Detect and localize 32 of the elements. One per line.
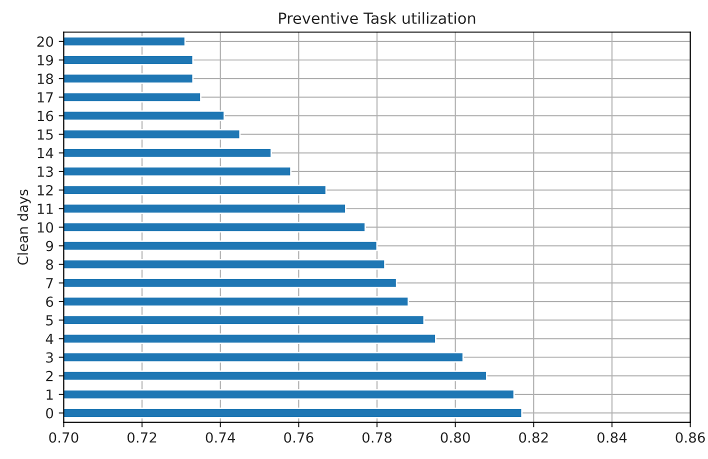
y-tick-label: 3	[46, 352, 53, 363]
y-tick-label: 18	[38, 74, 54, 84]
x-tick-label: 0.72	[127, 432, 156, 443]
y-tick-label: 7	[46, 278, 53, 288]
x-tick-label: 0.70	[49, 432, 78, 443]
y-tick-label: 9	[46, 240, 54, 252]
y-tick-label: 16	[38, 110, 54, 122]
y-tick-label: 14	[38, 148, 54, 158]
x-tick-label: 0.80	[440, 432, 470, 443]
y-tick-label: 19	[38, 54, 54, 66]
y-tick-label: 20	[37, 36, 54, 47]
x-tick-label: 0.78	[362, 432, 392, 443]
y-tick-label: 2	[46, 370, 53, 382]
x-tick-label: 0.84	[597, 432, 627, 443]
y-tick-label: 4	[46, 334, 54, 344]
y-tick-label: 6	[46, 296, 54, 307]
y-tick-label: 10	[38, 222, 54, 233]
y-tick-label: 12	[38, 185, 53, 196]
y-axis-title: Clean days	[17, 190, 31, 265]
x-tick-label: 0.74	[206, 432, 236, 443]
chart-title: Preventive Task utilization	[279, 12, 476, 24]
y-tick-label: 13	[38, 166, 53, 177]
x-tick-label: 0.76	[284, 432, 314, 443]
x-tick-label: 0.86	[676, 432, 705, 443]
x-tick-label: 0.82	[519, 432, 548, 443]
y-tick-label: 11	[38, 204, 53, 214]
y-tick-label: 5	[46, 315, 53, 326]
y-tick-label: 17	[38, 92, 53, 102]
y-tick-label: 0	[46, 408, 54, 418]
y-tick-label: 15	[38, 129, 53, 140]
y-tick-label: 1	[46, 390, 53, 400]
y-tick-label: 8	[46, 259, 54, 270]
